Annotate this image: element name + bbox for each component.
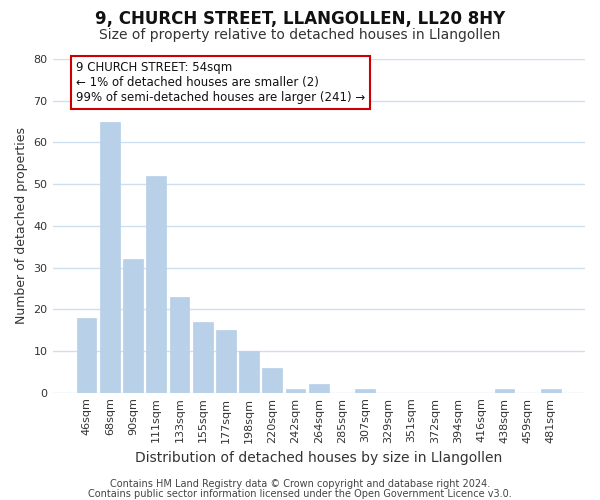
Bar bbox=[170, 296, 190, 392]
Bar bbox=[193, 322, 212, 392]
Bar bbox=[309, 384, 329, 392]
Text: Size of property relative to detached houses in Llangollen: Size of property relative to detached ho… bbox=[100, 28, 500, 42]
Bar bbox=[123, 259, 143, 392]
Bar bbox=[541, 388, 561, 392]
Text: 9 CHURCH STREET: 54sqm
← 1% of detached houses are smaller (2)
99% of semi-detac: 9 CHURCH STREET: 54sqm ← 1% of detached … bbox=[76, 61, 365, 104]
Bar bbox=[146, 176, 166, 392]
Text: 9, CHURCH STREET, LLANGOLLEN, LL20 8HY: 9, CHURCH STREET, LLANGOLLEN, LL20 8HY bbox=[95, 10, 505, 28]
Text: Contains HM Land Registry data © Crown copyright and database right 2024.: Contains HM Land Registry data © Crown c… bbox=[110, 479, 490, 489]
Bar bbox=[216, 330, 236, 392]
Bar bbox=[355, 388, 375, 392]
Bar bbox=[77, 318, 97, 392]
Bar bbox=[286, 388, 305, 392]
Text: Contains public sector information licensed under the Open Government Licence v3: Contains public sector information licen… bbox=[88, 489, 512, 499]
Bar bbox=[494, 388, 514, 392]
Y-axis label: Number of detached properties: Number of detached properties bbox=[15, 128, 28, 324]
Bar bbox=[100, 122, 119, 392]
Bar bbox=[262, 368, 282, 392]
Bar bbox=[239, 351, 259, 393]
X-axis label: Distribution of detached houses by size in Llangollen: Distribution of detached houses by size … bbox=[135, 451, 502, 465]
